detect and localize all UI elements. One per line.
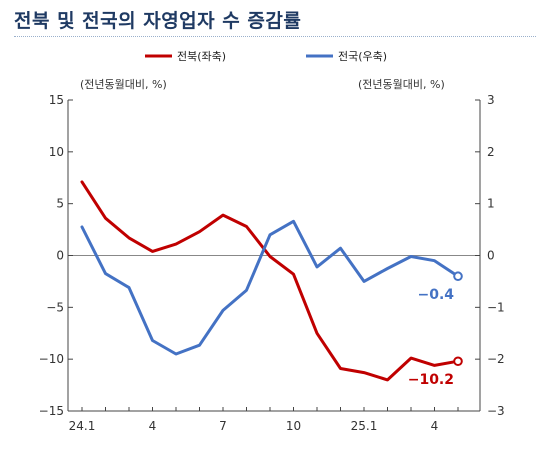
left-tick-label: 5	[56, 197, 64, 211]
end-marker-jeonbuk	[453, 356, 463, 367]
left-tick-label: 0	[56, 249, 64, 263]
left-tick-label: −10	[39, 352, 64, 366]
x-tick-label: 4	[431, 419, 439, 433]
legend: 전북(좌축) 전국(우축)	[145, 50, 387, 63]
x-tick-label: 4	[149, 419, 157, 433]
x-tick-label: 25.1	[351, 419, 378, 433]
title-divider	[14, 36, 536, 37]
right-tick-label: 1	[487, 197, 495, 211]
x-tick-label: 10	[286, 419, 301, 433]
right-tick-label: −3	[487, 404, 505, 418]
right-tick-label: −2	[487, 352, 505, 366]
right-axis-unit: (전년동월대비, %)	[358, 78, 445, 91]
x-tick-label: 7	[219, 419, 227, 433]
end-marker-national	[453, 271, 463, 282]
right-tick-label: 0	[487, 249, 495, 263]
legend-label-jeonbuk: 전북(좌축)	[177, 50, 226, 63]
right-tick-label: −1	[487, 300, 505, 314]
chart-title: 전북 및 전국의 자영업자 수 증감률	[14, 10, 302, 32]
left-axis-unit: (전년동월대비, %)	[80, 78, 167, 91]
plot-area: −10.2 −0.4	[80, 180, 463, 388]
left-tick-label: −15	[39, 404, 64, 418]
left-tick-label: 15	[49, 93, 64, 107]
right-tick-label: 2	[487, 145, 495, 159]
end-value-label-national: −0.4	[417, 287, 454, 303]
series-line-jeonbuk	[80, 180, 460, 382]
left-tick-label: −5	[46, 300, 64, 314]
right-tick-label: 3	[487, 93, 495, 107]
legend-label-national: 전국(우축)	[338, 50, 387, 63]
left-tick-label: 10	[49, 145, 64, 159]
x-tick-label: 24.1	[69, 419, 96, 433]
series-line-national	[80, 219, 460, 356]
end-value-label-jeonbuk: −10.2	[408, 372, 454, 388]
